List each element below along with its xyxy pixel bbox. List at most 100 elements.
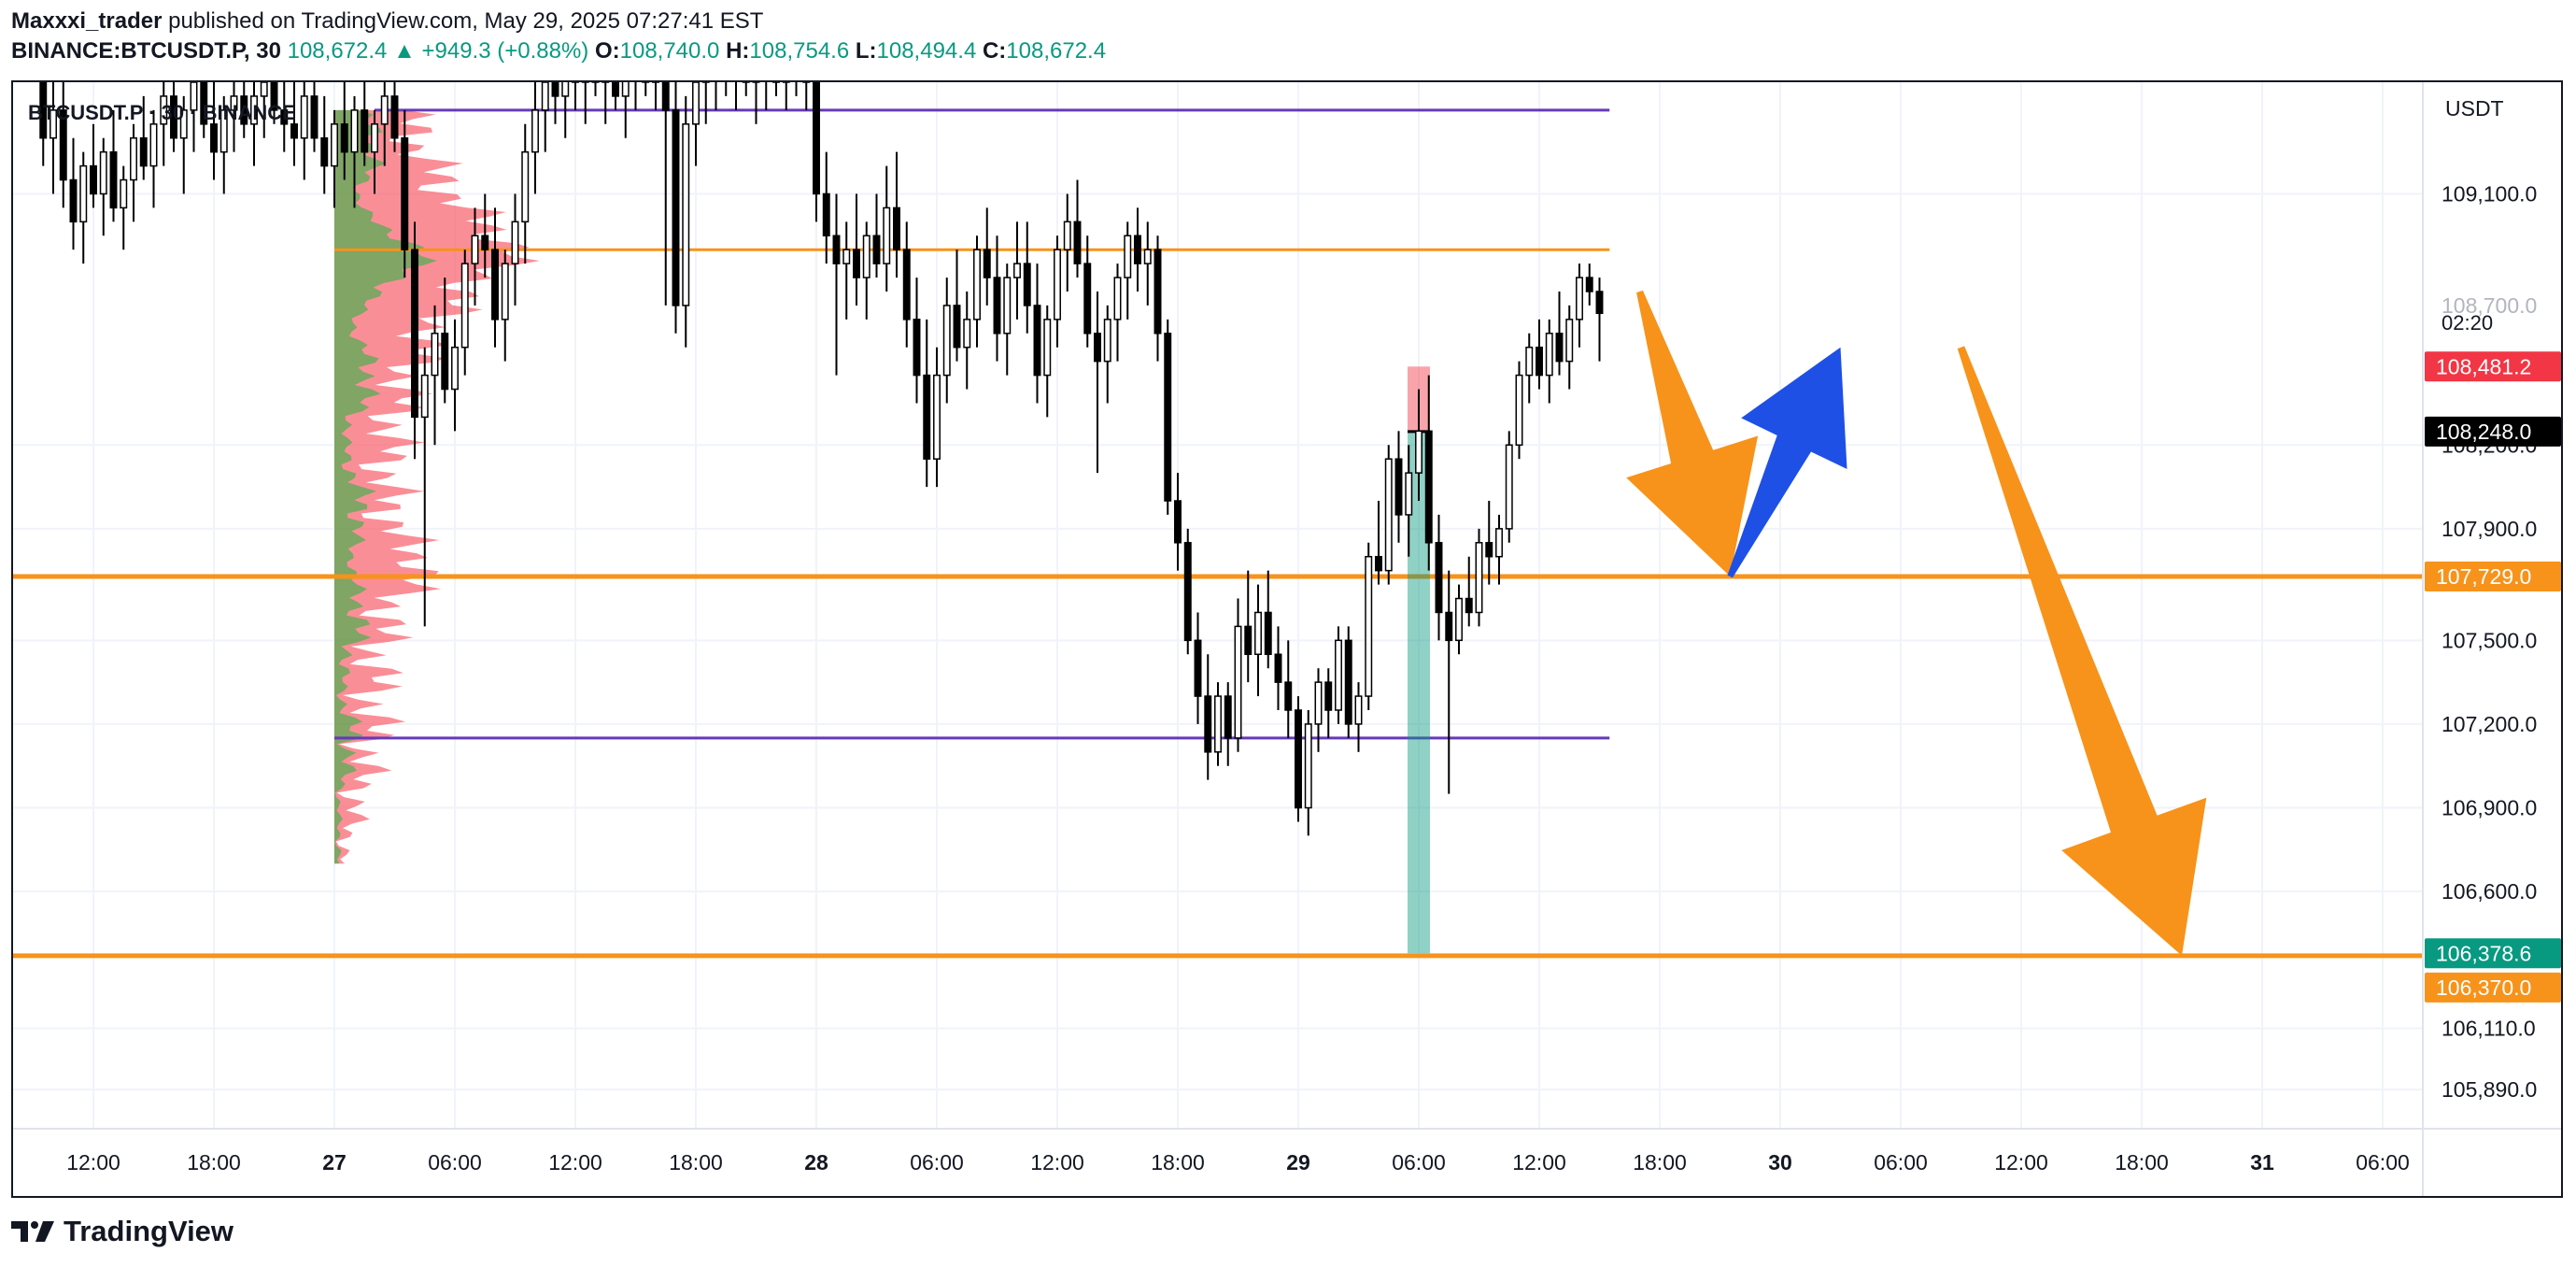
candle-body <box>1154 249 1162 335</box>
footer-brand: TradingView <box>11 1215 234 1248</box>
symbol-label: BINANCE:BTCUSDT.P, 30 <box>11 38 281 64</box>
currency-label: USDT <box>2445 96 2504 121</box>
candle-body <box>963 319 971 349</box>
candle-body <box>973 249 981 320</box>
bar-countdown: 02:20 <box>2442 311 2493 335</box>
candle-body <box>160 95 168 125</box>
candle-body <box>371 123 378 153</box>
candle-body <box>79 164 88 223</box>
candle-body <box>179 109 188 139</box>
candle-body <box>1405 472 1413 516</box>
candle-body <box>813 82 820 195</box>
time-tick-label: 31 <box>2250 1150 2274 1174</box>
candle-body <box>420 374 429 419</box>
price-tick-label: 109,100.0 <box>2442 181 2537 206</box>
candle-body <box>1455 597 1463 642</box>
candle-body <box>1324 681 1333 711</box>
candle-body <box>561 82 570 97</box>
price-badge-label: 108,248.0 <box>2436 420 2531 444</box>
time-tick-label: 12:00 <box>66 1150 120 1174</box>
candle-body <box>1164 333 1172 502</box>
low-label: L: <box>855 38 877 64</box>
time-tick-label: 06:00 <box>428 1150 482 1174</box>
candle-body <box>340 123 348 153</box>
candle-body <box>1475 542 1483 614</box>
candle-body <box>1234 625 1242 739</box>
candle-body <box>460 263 469 349</box>
candle-body <box>1124 235 1132 278</box>
candle-body <box>219 109 228 153</box>
chart-panel[interactable]: USDT109,100.0108,200.0107,900.0107,500.0… <box>11 80 2563 1198</box>
time-tick-label: 06:00 <box>1392 1150 1446 1174</box>
price-tick-label: 106,110.0 <box>2442 1016 2536 1040</box>
price-tick-label: 108,700.0 <box>2442 293 2537 318</box>
candle-body <box>521 150 530 223</box>
price-change: ▲ +949.3 (+0.88%) <box>393 38 589 64</box>
candle-body <box>1113 277 1122 320</box>
candle-body <box>250 95 258 125</box>
candle-body <box>1023 263 1031 306</box>
publish-info: Maxxxi_trader published on TradingView.c… <box>11 7 763 36</box>
time-tick-label: 12:00 <box>1030 1150 1084 1174</box>
price-tick-label: 107,500.0 <box>2442 628 2537 652</box>
candle-body <box>993 277 1001 335</box>
candle-body <box>39 82 48 139</box>
arrow-down-icon <box>1626 290 1759 577</box>
candle-body <box>390 95 399 139</box>
price-badge <box>2425 416 2561 447</box>
candle-body <box>1224 695 1232 739</box>
candle-body <box>310 95 318 139</box>
candle-body <box>99 150 107 195</box>
time-tick-label: 29 <box>1286 1150 1310 1174</box>
price-badge <box>2425 351 2561 382</box>
price-badge-label: 108,481.2 <box>2436 354 2531 378</box>
series-legend[interactable]: BTCUSDT.P · 30 · BINANCE <box>28 101 296 124</box>
candle-body <box>1274 653 1282 683</box>
candle-body <box>672 109 680 306</box>
candle-body <box>1204 695 1212 753</box>
ohlc-header: BINANCE:BTCUSDT.P, 30 108,672.4 ▲ +949.3… <box>11 37 1106 65</box>
candle-body <box>1465 597 1473 614</box>
volume-profile-buy <box>334 109 437 864</box>
low-value: 108,494.4 <box>876 38 977 64</box>
candle-body <box>149 123 158 167</box>
candle-body <box>411 249 418 419</box>
candle-body <box>682 123 690 306</box>
candle-body <box>1244 625 1253 656</box>
price-tick-label: 106,900.0 <box>2442 796 2537 820</box>
price-tick-label: 106,600.0 <box>2442 879 2537 904</box>
candle-body <box>953 305 961 349</box>
candle-body <box>1013 263 1021 278</box>
candle-body <box>230 95 238 111</box>
tradingview-logo-icon <box>11 1221 54 1242</box>
price-badge-label: 107,729.0 <box>2436 564 2531 589</box>
time-tick-label: 27 <box>322 1150 347 1174</box>
author-name[interactable]: Maxxxi_trader <box>11 8 163 34</box>
candle-body <box>210 123 218 153</box>
candle-body <box>170 95 177 139</box>
candle-body <box>541 82 549 111</box>
candle-body <box>380 95 389 125</box>
candle-body <box>923 374 931 460</box>
candle-body <box>190 82 198 111</box>
candle-body <box>1284 681 1293 711</box>
candle-body <box>1485 542 1493 558</box>
time-tick-label: 12:00 <box>1512 1150 1566 1174</box>
time-tick-label: 12:00 <box>1994 1150 2048 1174</box>
candle-body <box>661 82 670 111</box>
time-tick-label: 12:00 <box>548 1150 602 1174</box>
candle-body <box>240 95 248 125</box>
candle-body <box>1083 263 1092 335</box>
price-tick-label: 105,890.0 <box>2442 1077 2537 1102</box>
plot-area <box>13 82 2423 959</box>
candle-body <box>1183 542 1192 642</box>
candle-body <box>451 346 459 391</box>
candle-body <box>1495 528 1503 558</box>
candle-body <box>1214 695 1222 753</box>
price-chart[interactable]: USDT109,100.0108,200.0107,900.0107,500.0… <box>13 82 2561 1196</box>
time-tick-label: 18:00 <box>1151 1150 1205 1174</box>
candle-body <box>471 235 479 264</box>
candle-body <box>913 319 921 377</box>
candle-body <box>50 109 57 139</box>
candle-body <box>853 249 860 278</box>
